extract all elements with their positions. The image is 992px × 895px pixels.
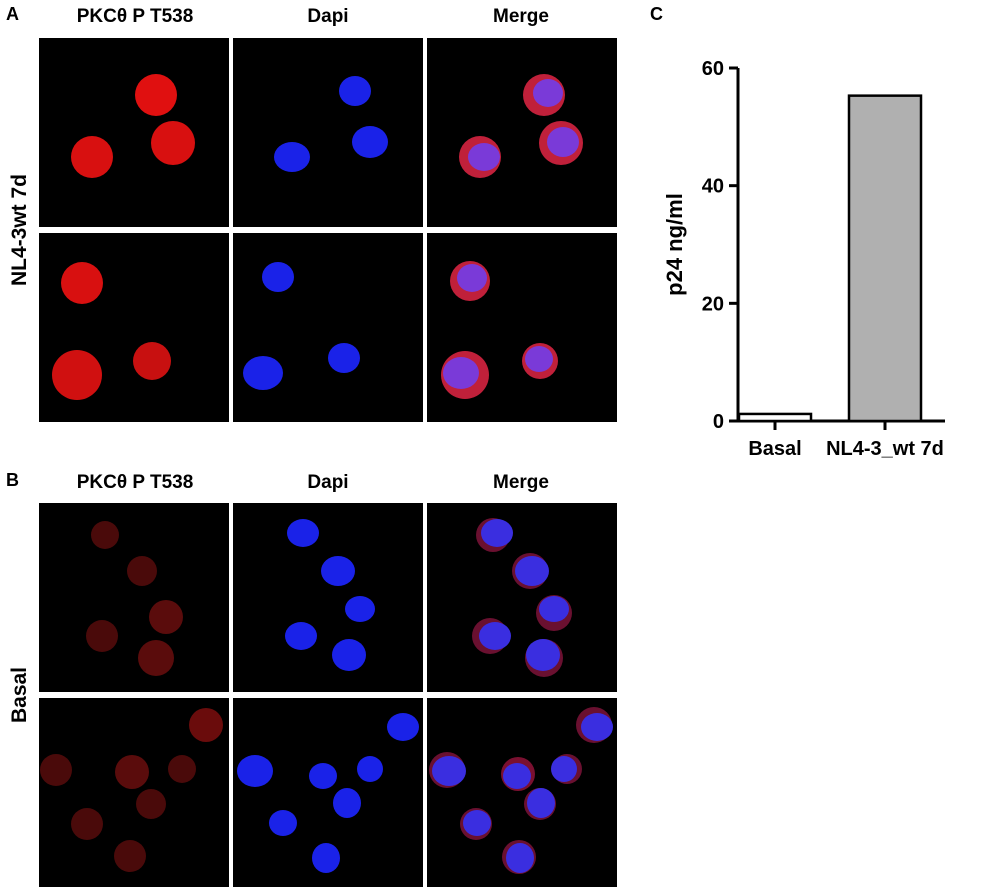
panel-a-header-dapi: Dapi xyxy=(307,6,349,27)
panel-b-header-dapi: Dapi xyxy=(307,472,349,493)
panel-letter-a: A xyxy=(6,4,19,24)
micrograph-a-merge-top xyxy=(427,38,617,227)
bar-basal xyxy=(737,412,813,423)
panel-letter-c: C xyxy=(650,4,663,24)
x-tick-label: NL4-3_wt 7d xyxy=(826,438,944,460)
cell-blob xyxy=(71,136,113,178)
panel-a-row-label: NL4-3wt 7d xyxy=(8,174,31,287)
panel-b-header-merge: Merge xyxy=(493,472,549,493)
panel-b-micrograph-grid xyxy=(39,503,618,888)
micrograph-a-merge-bottom xyxy=(427,233,617,422)
micrograph-b-merge-bottom xyxy=(427,698,617,887)
micrograph-b-pkc-top xyxy=(39,503,229,692)
y-tick-label: 0 xyxy=(713,411,724,433)
cell-blob xyxy=(151,121,195,165)
micrograph-b-dapi-bottom xyxy=(233,698,423,887)
micrograph-b-pkc-bottom xyxy=(39,698,229,887)
micrograph-a-pkc-top xyxy=(39,38,229,227)
y-axis-label: p24 ng/ml xyxy=(662,193,687,296)
p24-bar-chart: 0 20 40 60 p24 ng/ml Basal NL4-3_wt 7d xyxy=(662,58,945,460)
panel-a-header-merge: Merge xyxy=(493,6,549,27)
micrograph-b-merge-top xyxy=(427,503,617,692)
y-tick-label: 40 xyxy=(702,176,724,198)
y-tick-label: 60 xyxy=(702,58,724,80)
panel-a-micrograph-grid xyxy=(39,38,618,423)
panel-b-header-pkc: PKCθ P T538 xyxy=(76,472,194,493)
y-tick-label: 20 xyxy=(702,293,724,315)
micrograph-a-dapi-top xyxy=(233,38,423,227)
micrograph-a-dapi-bottom xyxy=(233,233,423,422)
cell-blob xyxy=(135,74,177,116)
bar-nl4-3-wt-7d xyxy=(847,94,923,423)
micrograph-b-dapi-top xyxy=(233,503,423,692)
panel-b-row-label: Basal xyxy=(8,666,31,724)
micrograph-a-pkc-bottom xyxy=(39,233,229,422)
x-tick-label: Basal xyxy=(748,438,801,460)
panel-a-header-pkc: PKCθ P T538 xyxy=(76,6,194,27)
panel-letter-b: B xyxy=(6,470,19,490)
